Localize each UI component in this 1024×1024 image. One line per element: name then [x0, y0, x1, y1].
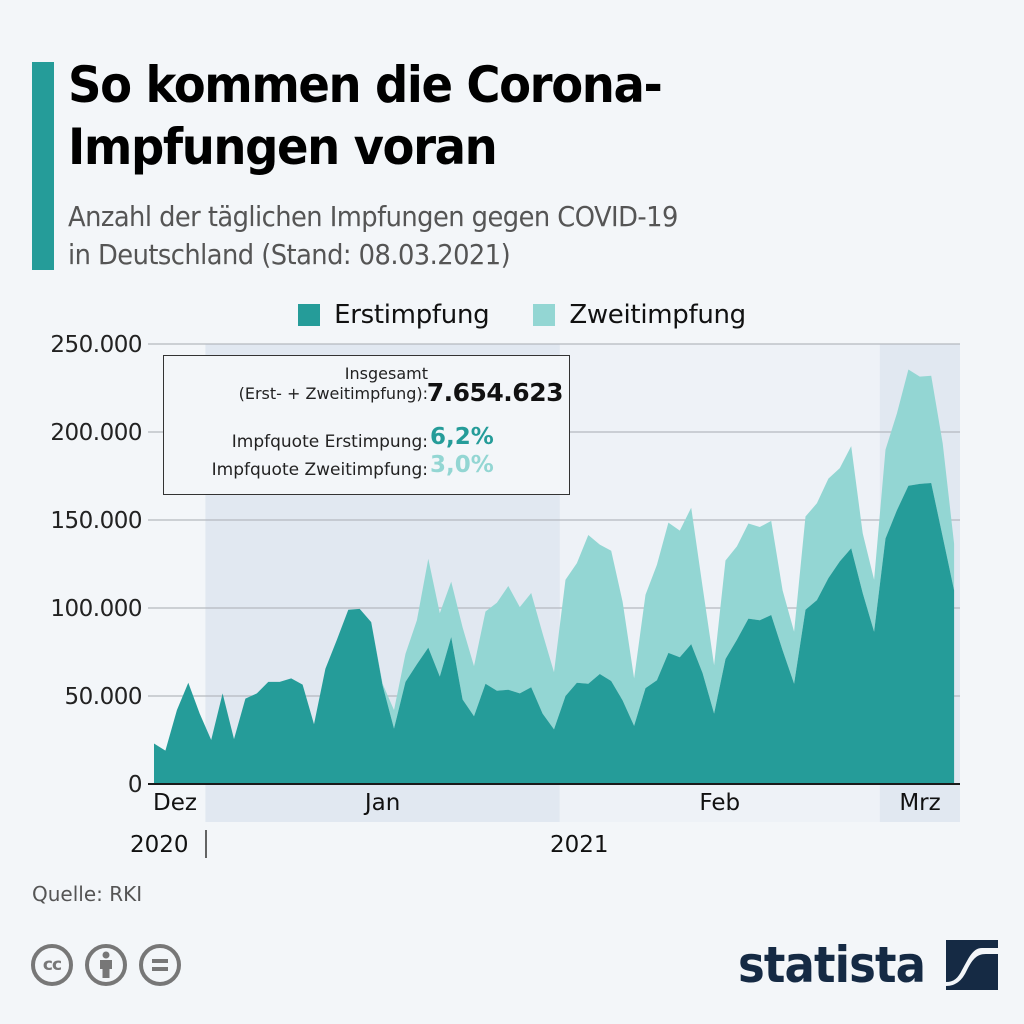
cc-icon[interactable]: cc	[31, 944, 73, 986]
legend-item-erstimpfung: Erstimpfung	[298, 300, 490, 330]
x-tick-label-mrz: Mrz	[899, 790, 940, 816]
total-label-line-2: (Erst- + Zweitimpfung):	[238, 384, 428, 403]
cc-icon-text: cc	[42, 955, 62, 975]
attribution-icon[interactable]	[85, 944, 127, 986]
y-tick-label: 250.000	[50, 332, 142, 358]
area-zweitimpfung	[154, 369, 955, 751]
x-tick-label-dez: Dez	[153, 790, 197, 816]
legend-label-erstimpfung: Erstimpfung	[334, 300, 490, 330]
quote-zweit-value: 3,0%	[430, 452, 494, 478]
x-tick-label-feb: Feb	[699, 790, 740, 816]
year-label-2021: 2021	[550, 832, 609, 858]
y-tick-label: 100.000	[50, 596, 142, 622]
chart-title: So kommen die Corona- Impfungen voran	[68, 54, 905, 178]
chart-legend: Erstimpfung Zweitimpfung	[0, 300, 1024, 330]
year-label-2020: 2020	[130, 832, 189, 858]
y-tick-label: 50.000	[65, 684, 142, 710]
quote-erst-label: Impfquote Erstimpung:	[231, 432, 428, 452]
total-value: 7.654.623	[426, 378, 564, 407]
legend-item-zweitimpfung: Zweitimpfung	[533, 300, 746, 330]
source-note: Quelle: RKI	[32, 882, 143, 906]
chart-title-line-2: Impfungen voran	[68, 118, 498, 176]
brand-wordmark: statista	[738, 936, 926, 994]
legend-swatch-erstimpfung	[298, 304, 321, 326]
statista-logo[interactable]: statista	[738, 940, 998, 990]
license-icons[interactable]: cc	[31, 944, 181, 986]
y-tick-label: 150.000	[50, 508, 142, 534]
data-areas	[154, 369, 955, 784]
person-glyph	[100, 951, 112, 978]
total-label: Insgesamt (Erst- + Zweitimpfung):	[239, 364, 428, 404]
equals-glyph	[152, 959, 168, 971]
y-axis-ticks: 0 50.000 100.000 150.000 200.000 250.000	[50, 332, 142, 798]
y-tick-label: 200.000	[50, 420, 142, 446]
statista-mark-icon	[945, 940, 998, 990]
chart-subtitle: Anzahl der täglichen Impfungen gegen COV…	[68, 198, 896, 274]
quote-erst-value: 6,2%	[430, 424, 494, 450]
y-tick-label: 0	[128, 772, 142, 798]
title-accent-bar	[32, 62, 54, 270]
month-band-feb	[559, 784, 880, 822]
legend-swatch-zweitimpfung	[533, 304, 556, 326]
legend-label-zweitimpfung: Zweitimpfung	[569, 300, 746, 330]
chart-subtitle-line-2: in Deutschland (Stand: 08.03.2021)	[68, 238, 511, 271]
chart-subtitle-line-1: Anzahl der täglichen Impfungen gegen COV…	[68, 200, 678, 233]
summary-box: Insgesamt (Erst- + Zweitimpfung): 7.654.…	[163, 355, 570, 495]
x-tick-label-jan: Jan	[363, 790, 400, 816]
total-label-line-1: Insgesamt	[344, 364, 428, 383]
chart-title-line-1: So kommen die Corona-	[68, 56, 663, 114]
x-axis-ticks: Dez Jan Feb Mrz 2020 2021	[130, 790, 941, 858]
area-erstimpfung	[154, 483, 955, 784]
quote-zweit-label: Impfquote Zweitimpfung:	[211, 460, 428, 480]
no-derivatives-icon[interactable]	[139, 944, 181, 986]
